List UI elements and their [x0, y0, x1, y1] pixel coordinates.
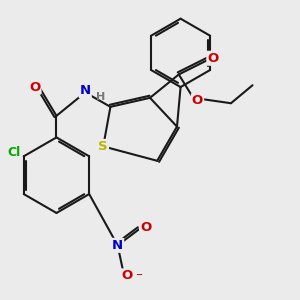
- Text: O: O: [121, 269, 132, 282]
- Text: O: O: [207, 52, 219, 65]
- Text: O: O: [192, 94, 203, 107]
- Text: Cl: Cl: [7, 146, 20, 159]
- Text: N: N: [80, 84, 91, 97]
- Text: S: S: [98, 140, 108, 153]
- Text: N: N: [112, 239, 123, 252]
- Text: O: O: [140, 221, 151, 234]
- Text: H: H: [96, 92, 106, 102]
- Text: O: O: [29, 80, 40, 94]
- Text: ⁻: ⁻: [135, 271, 142, 284]
